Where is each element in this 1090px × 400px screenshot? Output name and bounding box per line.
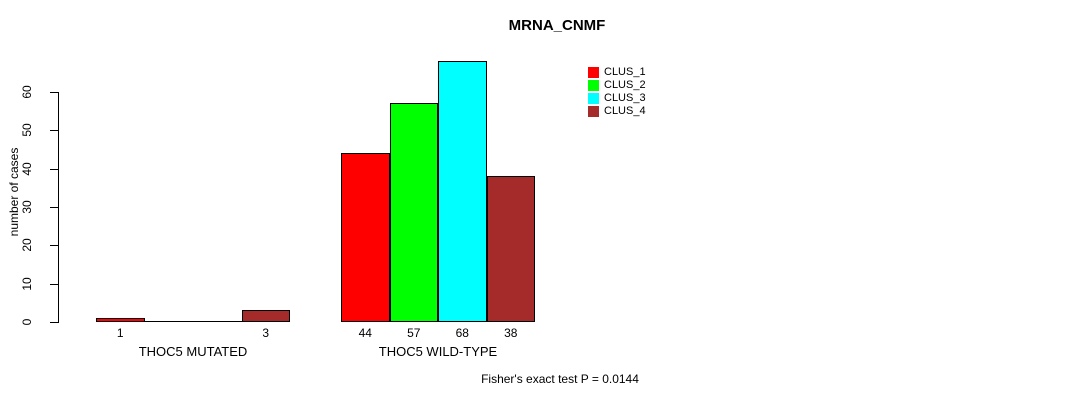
legend: CLUS_1 CLUS_2 CLUS_3 CLUS_4 <box>588 66 646 118</box>
footnote: Fisher's exact test P = 0.0144 <box>481 372 639 386</box>
legend-swatch-clus_3 <box>588 93 599 104</box>
y-axis-tick <box>50 207 58 208</box>
y-axis-tick <box>50 130 58 132</box>
y-axis-tick <box>50 283 58 285</box>
y-axis-label: number of cases <box>7 147 21 237</box>
bar-clus_3-zero <box>193 321 242 322</box>
legend-label: CLUS_1 <box>604 66 646 78</box>
legend-swatch-clus_1 <box>588 67 599 78</box>
y-axis-tick <box>50 322 58 323</box>
bar-clus_4 <box>241 310 290 322</box>
y-axis-tick-label: 60 <box>20 85 34 99</box>
y-axis-tick-label: 20 <box>20 238 34 253</box>
chart-title: MRNA_CNMF <box>508 17 606 34</box>
y-axis-tick-label: 0 <box>20 318 34 326</box>
bar-value-label: 44 <box>358 326 372 340</box>
bar-value-label: 68 <box>455 326 469 340</box>
y-axis-tick <box>50 168 58 170</box>
bar-clus_3 <box>438 61 487 322</box>
legend-item-clus_2: CLUS_2 <box>588 79 646 92</box>
y-axis-tick-label: 10 <box>20 276 34 291</box>
x-axis-group-label: THOC5 MUTATED <box>138 344 248 359</box>
legend-swatch-clus_2 <box>588 80 599 91</box>
y-axis-tick <box>50 92 58 93</box>
y-axis-tick-label: 40 <box>20 161 34 176</box>
bar-value-label: 38 <box>504 326 518 340</box>
y-axis-tick-label: 50 <box>20 123 34 138</box>
bar-clus_1 <box>341 153 390 322</box>
x-axis-group-label: THOC5 WILD-TYPE <box>378 344 498 359</box>
bar-value-label: 3 <box>262 326 270 340</box>
bar-value-label: 57 <box>407 326 421 340</box>
bar-clus_1 <box>96 318 145 322</box>
bar-clus_4 <box>486 176 535 322</box>
legend-label: CLUS_2 <box>604 79 646 91</box>
bar-clus_2 <box>389 103 438 322</box>
y-axis-line <box>58 92 59 323</box>
y-axis-tick-label: 30 <box>20 200 34 214</box>
y-axis-tick <box>50 245 58 247</box>
legend-label: CLUS_4 <box>604 105 646 117</box>
legend-item-clus_3: CLUS_3 <box>588 92 646 105</box>
legend-label: CLUS_3 <box>604 92 646 104</box>
legend-item-clus_1: CLUS_1 <box>588 66 646 79</box>
bar-value-label: 1 <box>116 326 124 340</box>
legend-swatch-clus_4 <box>588 106 599 117</box>
bar-clus_2-zero <box>144 321 193 322</box>
legend-item-clus_4: CLUS_4 <box>588 105 646 118</box>
